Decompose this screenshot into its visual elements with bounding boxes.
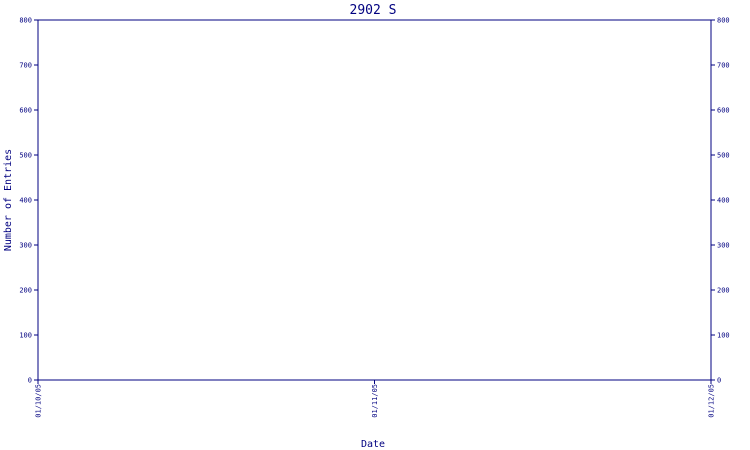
- x-axis-label: Date: [361, 439, 385, 450]
- y-tick-label-left: 100: [19, 332, 32, 340]
- y-axis-right: 0 100 200 300 400 500 600 700 800: [711, 17, 730, 385]
- chart-title: 2902 S: [350, 3, 397, 18]
- y-tick-label-left: 0: [28, 377, 32, 385]
- y-tick-label-right: 700: [717, 62, 730, 70]
- y-tick-label-right: 0: [717, 377, 721, 385]
- plot-area: [37, 19, 712, 381]
- y-tick-label-right: 600: [717, 107, 730, 115]
- plot-frame: [37, 19, 712, 381]
- x-tick-label: 01/12/05: [708, 384, 716, 418]
- y-tick-label-left: 400: [19, 197, 32, 205]
- y-tick-label-right: 200: [717, 287, 730, 295]
- y-tick-label-left: 500: [19, 152, 32, 160]
- x-axis: 01/10/05 01/11/05 01/12/05: [35, 380, 716, 418]
- y-tick-label-left: 600: [19, 107, 32, 115]
- y-tick-label-left: 300: [19, 242, 32, 250]
- y-tick-label-left: 800: [19, 17, 32, 25]
- y-axis-left: 0 100 200 300 400 500 600 700 800: [19, 17, 38, 385]
- y-tick-label-right: 800: [717, 17, 730, 25]
- y-axis-label: Number of Entries: [3, 149, 14, 251]
- x-tick-label: 01/11/05: [371, 384, 379, 418]
- y-tick-label-left: 700: [19, 62, 32, 70]
- x-tick-label: 01/10/05: [35, 384, 43, 418]
- y-tick-label-left: 200: [19, 287, 32, 295]
- y-tick-label-right: 500: [717, 152, 730, 160]
- y-tick-label-right: 100: [717, 332, 730, 340]
- y-tick-label-right: 400: [717, 197, 730, 205]
- y-tick-label-right: 300: [717, 242, 730, 250]
